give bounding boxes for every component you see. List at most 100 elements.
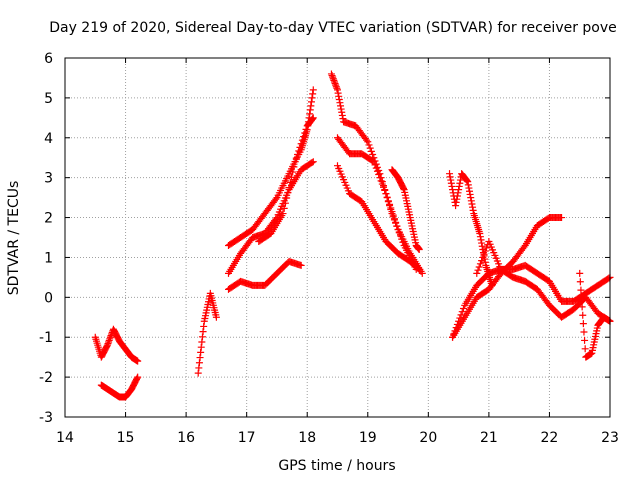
data-point xyxy=(329,75,337,83)
data-point xyxy=(291,158,299,166)
data-point xyxy=(456,176,464,184)
data-point xyxy=(308,159,316,167)
data-point xyxy=(389,211,397,219)
data-point xyxy=(272,195,280,203)
data-point xyxy=(579,311,587,319)
data-point xyxy=(335,95,343,103)
data-point xyxy=(451,327,459,335)
data-point xyxy=(449,333,457,341)
data-point xyxy=(466,187,474,195)
series-track-p xyxy=(576,269,614,361)
series-track-k xyxy=(388,166,423,253)
data-point xyxy=(458,308,466,316)
x-tick-label: 21 xyxy=(480,430,498,446)
data-point xyxy=(338,108,346,116)
data-point xyxy=(464,181,472,189)
y-axis-label: SDTVAR / TECUs xyxy=(6,181,22,296)
data-point xyxy=(452,202,460,210)
data-point xyxy=(330,76,338,84)
data-point xyxy=(337,105,345,113)
data-point xyxy=(476,230,484,238)
data-point xyxy=(309,114,317,122)
y-tick-label: 3 xyxy=(44,171,53,187)
data-point xyxy=(482,244,490,252)
data-point xyxy=(198,338,206,346)
data-point xyxy=(371,161,379,169)
data-point xyxy=(336,99,344,107)
data-point xyxy=(365,141,373,149)
data-point xyxy=(477,236,485,244)
data-point xyxy=(418,269,426,277)
data-point xyxy=(338,111,346,119)
data-point xyxy=(290,163,298,171)
data-point xyxy=(577,286,585,294)
data-point xyxy=(331,80,339,88)
data-point xyxy=(377,177,385,185)
data-point xyxy=(455,186,463,194)
data-point xyxy=(105,336,113,344)
data-point xyxy=(363,136,371,144)
data-point xyxy=(378,180,386,188)
data-point xyxy=(581,336,589,344)
data-point xyxy=(334,89,342,97)
data-point xyxy=(292,154,300,162)
data-point xyxy=(392,218,400,226)
data-point xyxy=(380,183,388,191)
data-point xyxy=(306,110,314,118)
y-tick-label: 0 xyxy=(44,290,53,306)
data-point xyxy=(478,242,486,250)
data-point xyxy=(308,94,316,102)
data-point xyxy=(453,195,461,203)
y-tick-label: 1 xyxy=(44,250,53,266)
data-point xyxy=(384,197,392,205)
data-point xyxy=(463,177,471,185)
data-point xyxy=(327,70,335,78)
data-point xyxy=(196,354,204,362)
data-point xyxy=(474,266,482,274)
data-point xyxy=(328,72,336,80)
data-point xyxy=(478,257,486,265)
data-point xyxy=(476,260,484,268)
data-point xyxy=(283,194,291,202)
data-point xyxy=(333,84,341,92)
data-point xyxy=(367,147,375,155)
data-point xyxy=(105,338,113,346)
data-point xyxy=(364,138,372,146)
data-point xyxy=(332,83,340,91)
y-tick-label: -2 xyxy=(39,370,53,386)
data-point xyxy=(280,204,288,212)
y-tick-label: -3 xyxy=(39,410,53,426)
series-track-m xyxy=(449,214,566,341)
series-track-b xyxy=(97,373,142,401)
data-point xyxy=(298,136,306,144)
data-point xyxy=(415,245,423,253)
data-point xyxy=(455,317,463,325)
data-point xyxy=(576,278,584,286)
data-point xyxy=(334,86,341,94)
data-point xyxy=(370,158,378,166)
data-point xyxy=(576,269,584,277)
data-point xyxy=(309,115,317,123)
data-point xyxy=(447,176,455,184)
data-point xyxy=(297,261,305,269)
data-point xyxy=(452,198,460,206)
data-point xyxy=(375,170,383,178)
data-point xyxy=(286,178,294,186)
data-point xyxy=(453,192,461,200)
data-point xyxy=(446,170,454,178)
data-point xyxy=(369,151,377,159)
data-point xyxy=(466,190,474,198)
data-point xyxy=(450,330,458,338)
x-tick-label: 23 xyxy=(601,430,619,446)
y-tick-label: 6 xyxy=(44,51,53,67)
data-point xyxy=(579,320,587,328)
data-point xyxy=(459,305,467,313)
data-point xyxy=(301,129,309,137)
series-track-c xyxy=(194,289,220,377)
data-point xyxy=(415,265,423,273)
data-point xyxy=(467,197,475,205)
data-point xyxy=(309,86,317,94)
series-track-g xyxy=(255,114,317,245)
